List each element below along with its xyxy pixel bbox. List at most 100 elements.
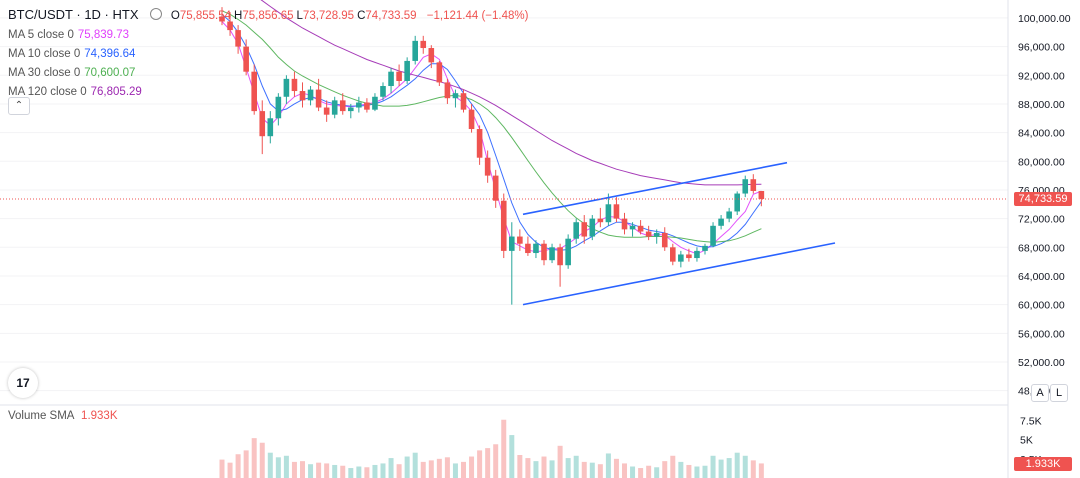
chart-legend: BTC/USDT · 1D · HTX O75,855.54 H75,856.65… (8, 5, 528, 102)
auto-scale-button[interactable]: A (1031, 384, 1049, 402)
volume-bar (678, 461, 684, 478)
volume-bar (630, 466, 636, 478)
candle-body (396, 71, 402, 81)
indicator-label: MA 5 close 0 (8, 29, 74, 41)
volume-bar (283, 455, 289, 478)
volume-bar (396, 464, 402, 478)
collapse-legend-button[interactable]: ⌃ (8, 97, 30, 115)
price-axis-label: 88,000.00 (1018, 99, 1065, 111)
candle-body (621, 218, 628, 230)
candle-body (356, 102, 362, 108)
volume-bar (380, 463, 386, 478)
candle-body (710, 225, 716, 246)
volume-bar (541, 456, 547, 478)
volume-bar (388, 458, 394, 478)
ohlc-label-h: H (234, 10, 243, 22)
volume-bar (517, 455, 523, 478)
candle-body (444, 82, 451, 99)
candle-body (323, 107, 330, 115)
indicator-row[interactable]: MA 30 close 0 70,600.07 (8, 64, 528, 83)
tradingview-logo-icon[interactable]: 17 (8, 368, 38, 398)
candle-body (541, 243, 547, 261)
candle-body (404, 60, 410, 81)
ma-line (260, 0, 762, 186)
candle-body (291, 78, 298, 92)
indicator-row[interactable]: MA 5 close 0 75,839.73 (8, 26, 528, 45)
volume-bar (275, 457, 281, 478)
ohlc-value-o: 75,855.54 (179, 10, 232, 22)
volume-bar (469, 456, 475, 478)
candle-body (742, 179, 749, 194)
candle-body (476, 129, 483, 158)
price-axis-label: 60,000.00 (1018, 300, 1065, 312)
ohlc-label-l: L (296, 10, 303, 22)
ma-line (221, 10, 762, 243)
candle-body (372, 96, 378, 110)
candle-body (605, 204, 612, 223)
volume-axis-label: 5K (1020, 435, 1033, 447)
candle-body (661, 232, 668, 248)
ohlc-label-c: C (357, 10, 366, 22)
volume-bar (404, 456, 410, 478)
volume-bar (332, 464, 338, 478)
candle-body (637, 225, 644, 232)
ohlc-values: O75,855.54 H75,856.65 L73,728.95 C74,733.59 (171, 10, 420, 22)
volume-bar (742, 455, 748, 478)
candle-body (718, 218, 724, 226)
volume-bar (493, 444, 499, 478)
symbol-title[interactable]: BTC/USDT · 1D · HTX (8, 7, 139, 22)
candle-body (307, 89, 314, 101)
candle-body (509, 236, 515, 251)
indicator-row[interactable]: MA 120 close 0 76,805.29 (8, 83, 528, 102)
volume-bar (444, 457, 450, 478)
candle-body (251, 71, 257, 112)
indicator-row[interactable]: MA 10 close 0 74,396.64 (8, 45, 528, 64)
log-scale-button[interactable]: L (1050, 384, 1068, 402)
volume-bar (710, 455, 716, 478)
price-axis-label: 56,000.00 (1018, 328, 1065, 340)
volume-bar (694, 466, 700, 478)
volume-bar (428, 460, 434, 478)
price-axis-label: 72,000.00 (1018, 214, 1065, 226)
candle-body (267, 118, 274, 137)
volume-bar (219, 459, 225, 478)
candle-body (670, 247, 676, 262)
current-price-tag: 74,733.59 (1014, 192, 1072, 207)
ohlc-value-l: 73,728.95 (302, 10, 355, 22)
candle-body (275, 96, 282, 119)
candle-body (653, 232, 660, 237)
candle-body (517, 236, 523, 244)
candle-body (525, 243, 531, 254)
candle-body (702, 245, 708, 251)
candle-body (613, 204, 620, 219)
volume-bar (533, 461, 539, 478)
candle-body (573, 222, 579, 239)
volume-bar (557, 445, 563, 478)
price-axis-label: 84,000.00 (1018, 128, 1065, 140)
volume-bar (750, 460, 756, 478)
ohlc-value-h: 75,856.65 (242, 10, 294, 22)
price-axis-label: 92,000.00 (1018, 70, 1065, 82)
ohlc-value-c: 74,733.59 (365, 10, 417, 22)
volume-value: 1.933K (81, 410, 118, 422)
candle-body (460, 93, 467, 110)
candle-body (533, 243, 539, 254)
candle-body (694, 250, 700, 259)
volume-bar (734, 452, 740, 478)
candle-body (331, 100, 338, 115)
candle-body (348, 107, 354, 112)
volume-bar (565, 458, 571, 478)
volume-bar (308, 464, 314, 478)
candle-body (364, 102, 370, 110)
candle-body (468, 109, 475, 130)
indicator-label: MA 10 close 0 (8, 48, 81, 60)
candle-body (436, 62, 443, 83)
candle-body (557, 247, 563, 266)
volume-bar (485, 448, 491, 478)
volume-bar (597, 464, 603, 478)
volume-bar (726, 458, 732, 478)
volume-bar (573, 455, 579, 478)
candle-body (428, 48, 435, 63)
volume-bar (356, 466, 362, 478)
